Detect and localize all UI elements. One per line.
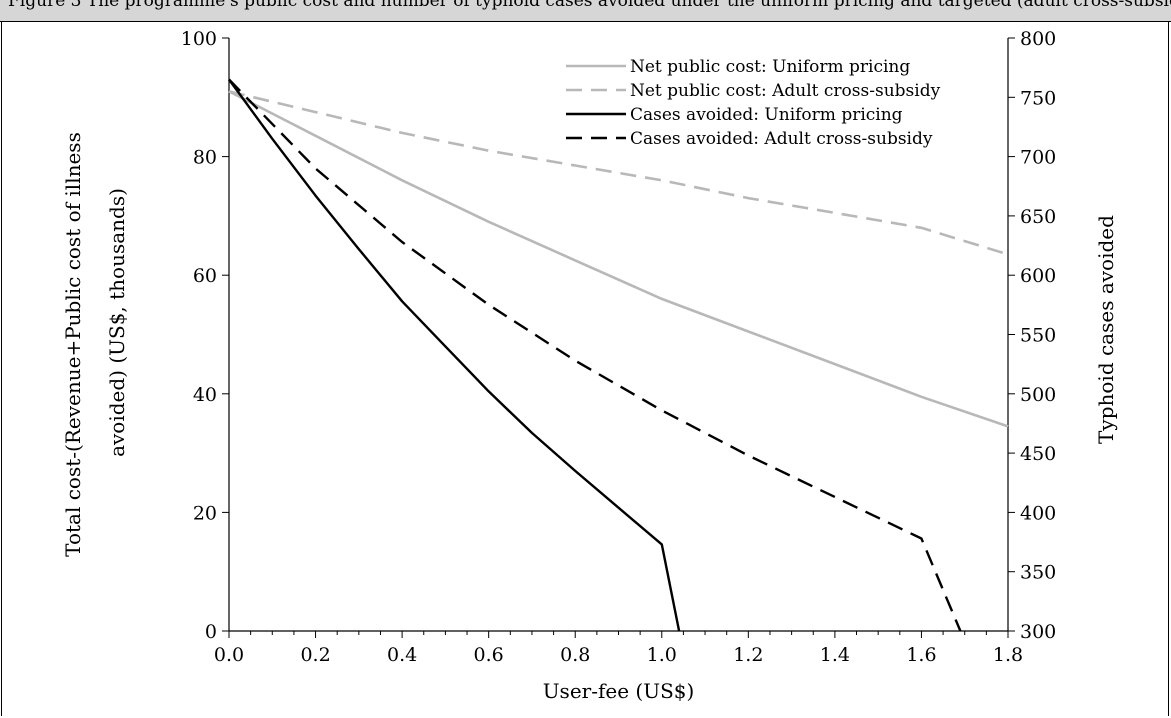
series-line-4 bbox=[228, 78, 962, 632]
legend: Net public cost: Uniform pricing Net publ… bbox=[566, 57, 941, 149]
legend-label-2: Net public cost: Adult cross-subsidy bbox=[630, 81, 941, 101]
y2-tick-label: 750 bbox=[1020, 87, 1056, 109]
x-tick-label: 1.4 bbox=[820, 644, 850, 666]
x-tick-label: 1.0 bbox=[647, 644, 677, 666]
x-tick-label: 1.8 bbox=[993, 644, 1023, 666]
legend-label-1: Net public cost: Uniform pricing bbox=[630, 57, 910, 77]
series-line-2 bbox=[228, 90, 1009, 256]
x-tick-label: 0.4 bbox=[387, 644, 417, 666]
x-tick-label: 0.8 bbox=[560, 644, 590, 666]
x-tick-label: 0.0 bbox=[214, 644, 244, 666]
y2-tick-label: 500 bbox=[1020, 384, 1056, 406]
caption-bar: Figure 3 The programme's public cost and… bbox=[0, 0, 1171, 22]
y2-tick-label: 800 bbox=[1020, 28, 1056, 50]
y2-axis-title: Typhoid cases avoided bbox=[1094, 215, 1118, 444]
y2-tick-label: 700 bbox=[1020, 147, 1056, 169]
y-tick-label: 100 bbox=[181, 28, 217, 50]
series-line-3 bbox=[228, 78, 681, 632]
y-tick-label: 80 bbox=[193, 147, 217, 169]
y2-tick-label: 550 bbox=[1020, 325, 1056, 347]
series-line-1 bbox=[228, 90, 1009, 428]
y-tick-label: 20 bbox=[193, 502, 217, 524]
y-tick-label: 60 bbox=[193, 265, 217, 287]
legend-label-4: Cases avoided: Adult cross-subsidy bbox=[630, 129, 933, 149]
y-tick-label: 40 bbox=[193, 384, 217, 406]
y2-tick-label: 650 bbox=[1020, 206, 1056, 228]
legend-label-3: Cases avoided: Uniform pricing bbox=[630, 105, 903, 125]
y2-tick-label: 350 bbox=[1020, 562, 1056, 584]
x-tick-label: 0.6 bbox=[474, 644, 504, 666]
y-tick-label: 0 bbox=[205, 621, 217, 643]
y-axis-title-line-2: avoided) (US$, thousands) bbox=[105, 188, 129, 457]
x-tick-label: 0.2 bbox=[300, 644, 330, 666]
series-layer bbox=[228, 78, 1009, 632]
y2-tick-label: 300 bbox=[1020, 621, 1056, 643]
y2-tick-label: 450 bbox=[1020, 443, 1056, 465]
x-axis-title: User-fee (US$) bbox=[543, 679, 695, 703]
figure-caption: Figure 3 The programme's public cost and… bbox=[8, 0, 1171, 11]
y2-tick-label: 400 bbox=[1020, 502, 1056, 524]
y-axis-title-line-1: Total cost-(Revenue+Public cost of illne… bbox=[61, 132, 85, 557]
axes: 0.0 0.2 0.4 0.6 0.8 1.0 1.2 1.4 1.6 1.8 0 20 40 60 80 1… bbox=[181, 28, 1057, 666]
x-tick-label: 1.6 bbox=[906, 644, 936, 666]
y2-tick-label: 600 bbox=[1020, 265, 1056, 287]
x-tick-label: 1.2 bbox=[733, 644, 763, 666]
